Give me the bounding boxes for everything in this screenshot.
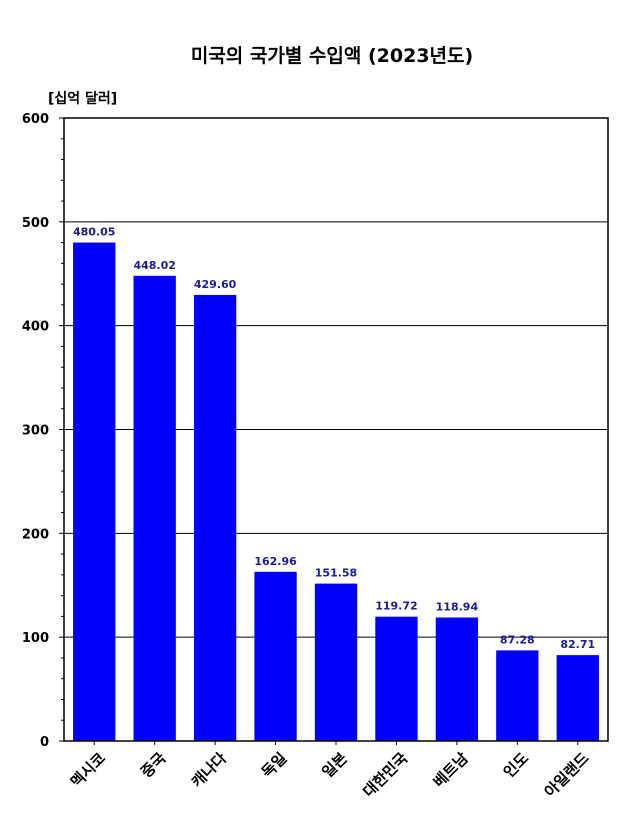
bars (73, 242, 599, 741)
data-label: 119.72 (375, 600, 417, 613)
bar (496, 650, 539, 741)
y-tick-label: 100 (22, 631, 49, 646)
y-axis-unit-label: [십억 달러] (48, 91, 117, 107)
x-tick-label: 캐나다 (188, 749, 230, 791)
x-tick-label: 베트남 (430, 749, 472, 791)
bar (193, 294, 237, 741)
x-tick-label: 멕시코 (67, 749, 109, 791)
x-axis-ticks: 멕시코 중국 캐나다 독일 일본 대한민국 베트남 인도 아일랜드 (67, 741, 593, 801)
bar (556, 655, 599, 741)
bar (435, 617, 479, 741)
bar (314, 583, 358, 741)
plot-frame (63, 117, 609, 742)
bar (73, 242, 116, 741)
y-tick-label: 500 (22, 216, 49, 231)
bar (133, 275, 176, 741)
y-tick-label: 200 (22, 527, 49, 542)
data-labels: 480.05 448.02 429.60 162.96 151.58 119.72 118.… (73, 226, 595, 652)
y-axis-ticks: 0 100 200 300 400 500 600 (22, 112, 64, 750)
x-tick-label: 중국 (137, 749, 169, 781)
x-tick-label: 인도 (500, 749, 532, 781)
y-tick-label: 600 (22, 112, 49, 127)
x-tick-label: 독일 (258, 749, 290, 781)
data-label: 151.58 (315, 567, 357, 580)
data-label: 429.60 (194, 278, 237, 291)
bar (375, 616, 418, 741)
y-tick-label: 400 (22, 320, 49, 335)
x-tick-label: 아일랜드 (541, 749, 593, 801)
data-label: 118.94 (436, 601, 479, 614)
y-tick-label: 0 (40, 735, 49, 750)
data-label: 162.96 (254, 555, 297, 568)
y-tick-label: 300 (22, 424, 49, 439)
data-label: 480.05 (73, 226, 115, 239)
x-tick-label: 일본 (319, 749, 351, 781)
data-label: 448.02 (133, 259, 175, 272)
x-tick-label: 대한민국 (360, 749, 412, 801)
bar (254, 571, 297, 741)
chart-title: 미국의 국가별 수입액 (2023년도) (191, 45, 473, 67)
data-label: 82.71 (560, 638, 595, 651)
data-label: 87.28 (500, 633, 535, 646)
